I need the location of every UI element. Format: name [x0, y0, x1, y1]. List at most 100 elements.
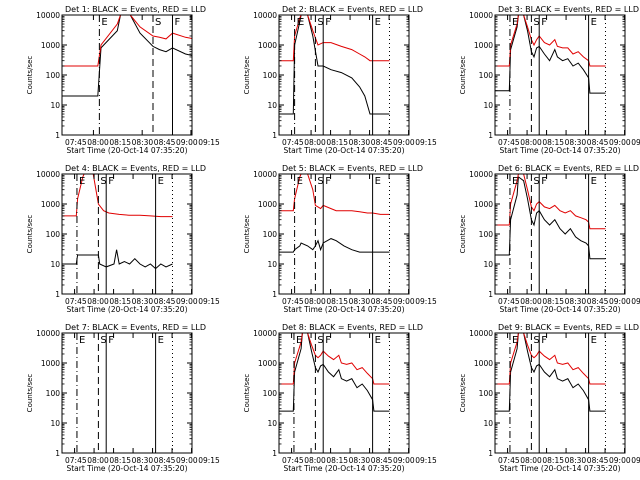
- y-axis-label: Counts/sec: [459, 374, 467, 413]
- marker-label: F: [541, 17, 547, 28]
- panel-det-9: Det 9: BLACK = Events, RED = LLD E S F E 1 10 1…: [459, 323, 640, 473]
- y-axis-label: Counts/sec: [243, 215, 251, 254]
- series-events: [279, 238, 390, 253]
- x-tick-label: 07:45: [65, 138, 87, 147]
- panel-det-7: Det 7: BLACK = Events, RED = LLD E S F E 1 10 1…: [26, 323, 220, 473]
- x-tick-label: 09:00: [609, 138, 631, 147]
- x-tick-label: 07:45: [282, 456, 304, 465]
- x-axis-label: Start Time (20-Oct-14 07:35:20): [283, 464, 404, 473]
- y-tick-label: 1000: [41, 200, 60, 209]
- x-tick-label: 08:00: [304, 138, 326, 147]
- marker-label: S: [317, 176, 323, 187]
- panel-title: Det 6: BLACK = Events, RED = LLD: [498, 164, 639, 173]
- x-tick-label: 09:15: [631, 297, 640, 306]
- y-tick-label: 10000: [253, 11, 277, 20]
- marker-label: F: [108, 176, 114, 187]
- x-tick-label: 08:45: [371, 297, 393, 306]
- marker-label: F: [325, 176, 331, 187]
- x-tick-label: 08:30: [132, 138, 154, 147]
- x-axis-label: Start Time (20-Oct-14 07:35:20): [66, 305, 187, 314]
- x-tick-label: 08:15: [326, 456, 348, 465]
- x-tick-label: 08:00: [87, 138, 109, 147]
- marker-label: F: [325, 335, 331, 346]
- marker-label: E: [79, 176, 85, 187]
- panel-title: Det 5: BLACK = Events, RED = LLD: [282, 164, 423, 173]
- y-axis-label: Counts/sec: [459, 215, 467, 254]
- marker-label: F: [541, 335, 547, 346]
- y-axis-label: Counts/sec: [243, 374, 251, 413]
- x-tick-label: 08:15: [109, 138, 131, 147]
- marker-label: F: [541, 176, 547, 187]
- marker-label: E: [297, 176, 303, 187]
- y-tick-label: 10: [483, 260, 493, 269]
- x-tick-label: 08:15: [109, 297, 131, 306]
- y-tick-label: 100: [46, 71, 61, 80]
- series-lld: [62, 174, 173, 218]
- x-tick-label: 07:45: [282, 138, 304, 147]
- x-axis-label: Start Time (20-Oct-14 07:35:20): [499, 146, 620, 155]
- y-tick-label: 100: [263, 71, 278, 80]
- y-tick-label: 10000: [253, 170, 277, 179]
- marker-label: S: [317, 17, 323, 28]
- panel-det-3: Det 3: BLACK = Events, RED = LLD E S F E 1 10 1…: [459, 5, 640, 155]
- y-tick-label: 100: [263, 389, 278, 398]
- x-tick-label: 08:15: [542, 297, 564, 306]
- series-lld: [279, 174, 390, 215]
- x-tick-label: 09:15: [631, 456, 640, 465]
- x-tick-label: 08:00: [87, 456, 109, 465]
- marker-label: F: [325, 17, 331, 28]
- y-tick-label: 100: [479, 71, 494, 80]
- x-tick-label: 08:45: [154, 456, 176, 465]
- y-tick-label: 10: [483, 419, 493, 428]
- x-tick-label: 09:15: [415, 297, 437, 306]
- y-tick-label: 1: [272, 290, 277, 299]
- x-tick-label: 07:45: [65, 297, 87, 306]
- y-tick-label: 1000: [474, 359, 493, 368]
- x-axis-label: Start Time (20-Oct-14 07:35:20): [66, 464, 187, 473]
- x-axis-label: Start Time (20-Oct-14 07:35:20): [499, 305, 620, 314]
- marker-label: S: [155, 17, 161, 28]
- x-tick-label: 08:45: [587, 297, 609, 306]
- marker-label: E: [375, 176, 381, 187]
- y-tick-label: 10000: [253, 329, 277, 338]
- x-tick-label: 08:45: [154, 297, 176, 306]
- x-tick-label: 09:15: [198, 138, 220, 147]
- x-tick-label: 09:00: [609, 456, 631, 465]
- marker-label: E: [591, 17, 597, 28]
- x-tick-label: 07:45: [65, 456, 87, 465]
- y-tick-label: 1: [55, 131, 60, 140]
- panel-det-2: Det 2: BLACK = Events, RED = LLD E S F E 1 10 1…: [243, 5, 437, 155]
- x-axis-label: Start Time (20-Oct-14 07:35:20): [499, 464, 620, 473]
- panel-title: Det 9: BLACK = Events, RED = LLD: [498, 323, 639, 332]
- panel-det-1: Det 1: BLACK = Events, RED = LLD E S F E 1 10 1…: [26, 5, 304, 155]
- marker-label: F: [175, 17, 181, 28]
- y-tick-label: 1: [488, 290, 493, 299]
- x-tick-label: 08:45: [371, 456, 393, 465]
- series-lld: [495, 174, 606, 230]
- marker-label: S: [533, 17, 539, 28]
- x-tick-label: 09:00: [393, 297, 415, 306]
- x-tick-label: 08:30: [565, 297, 587, 306]
- marker-label: E: [297, 17, 303, 28]
- x-axis-label: Start Time (20-Oct-14 07:35:20): [283, 146, 404, 155]
- series-events: [495, 175, 606, 260]
- x-tick-label: 09:00: [393, 138, 415, 147]
- x-tick-label: 08:00: [304, 297, 326, 306]
- x-tick-label: 07:45: [498, 297, 520, 306]
- y-tick-label: 10: [483, 101, 493, 110]
- panel-title: Det 8: BLACK = Events, RED = LLD: [282, 323, 423, 332]
- x-tick-label: 08:45: [371, 138, 393, 147]
- y-tick-label: 1: [55, 449, 60, 458]
- series-lld: [279, 333, 390, 385]
- y-tick-label: 10: [50, 419, 60, 428]
- y-axis-label: Counts/sec: [26, 215, 34, 254]
- marker-label: E: [298, 17, 304, 28]
- panel-title: Det 1: BLACK = Events, RED = LLD: [65, 5, 206, 14]
- x-tick-label: 08:15: [326, 297, 348, 306]
- y-tick-label: 1000: [258, 200, 277, 209]
- marker-label: S: [533, 335, 539, 346]
- marker-label: S: [317, 335, 323, 346]
- y-tick-label: 10: [50, 101, 60, 110]
- x-tick-label: 09:00: [176, 138, 198, 147]
